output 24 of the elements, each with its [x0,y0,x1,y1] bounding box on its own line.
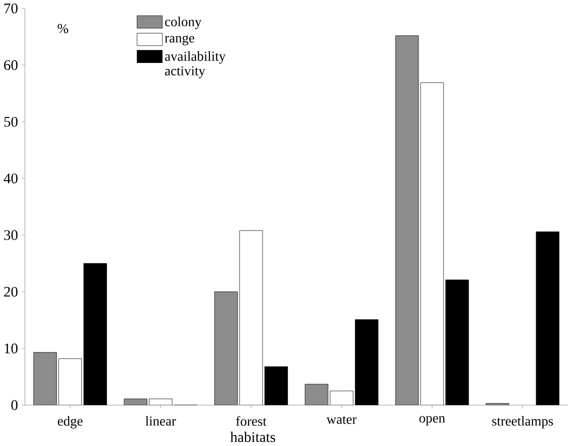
bar [214,292,238,406]
bar [304,384,328,406]
y-tick-label: 20 [4,287,18,297]
legend-label: availability activity [165,52,226,78]
y-tick-label: 60 [4,60,18,70]
y-axis-title: % [58,24,68,34]
x-tick-label: open [419,416,446,426]
bar [33,352,57,406]
x-tick-label: forest [236,416,266,426]
y-tick-label: 0 [11,400,18,410]
legend-label: colony [165,16,202,30]
x-tick-label: water [326,416,357,424]
bar [124,399,148,406]
y-tick-label: 50 [4,117,18,127]
y-tick-label: 70 [4,4,18,14]
y-tick-label: 40 [4,174,18,184]
y-tick-label: 10 [4,344,18,354]
x-tick-label: edge [58,416,82,429]
x-tick-label: streetlamps [492,416,553,429]
legend-label: range [164,36,194,46]
bar [395,36,419,406]
x-tick-label: linear [145,416,176,426]
y-tick-label: 30 [4,230,18,240]
x-axis-title: habitats [230,432,276,442]
